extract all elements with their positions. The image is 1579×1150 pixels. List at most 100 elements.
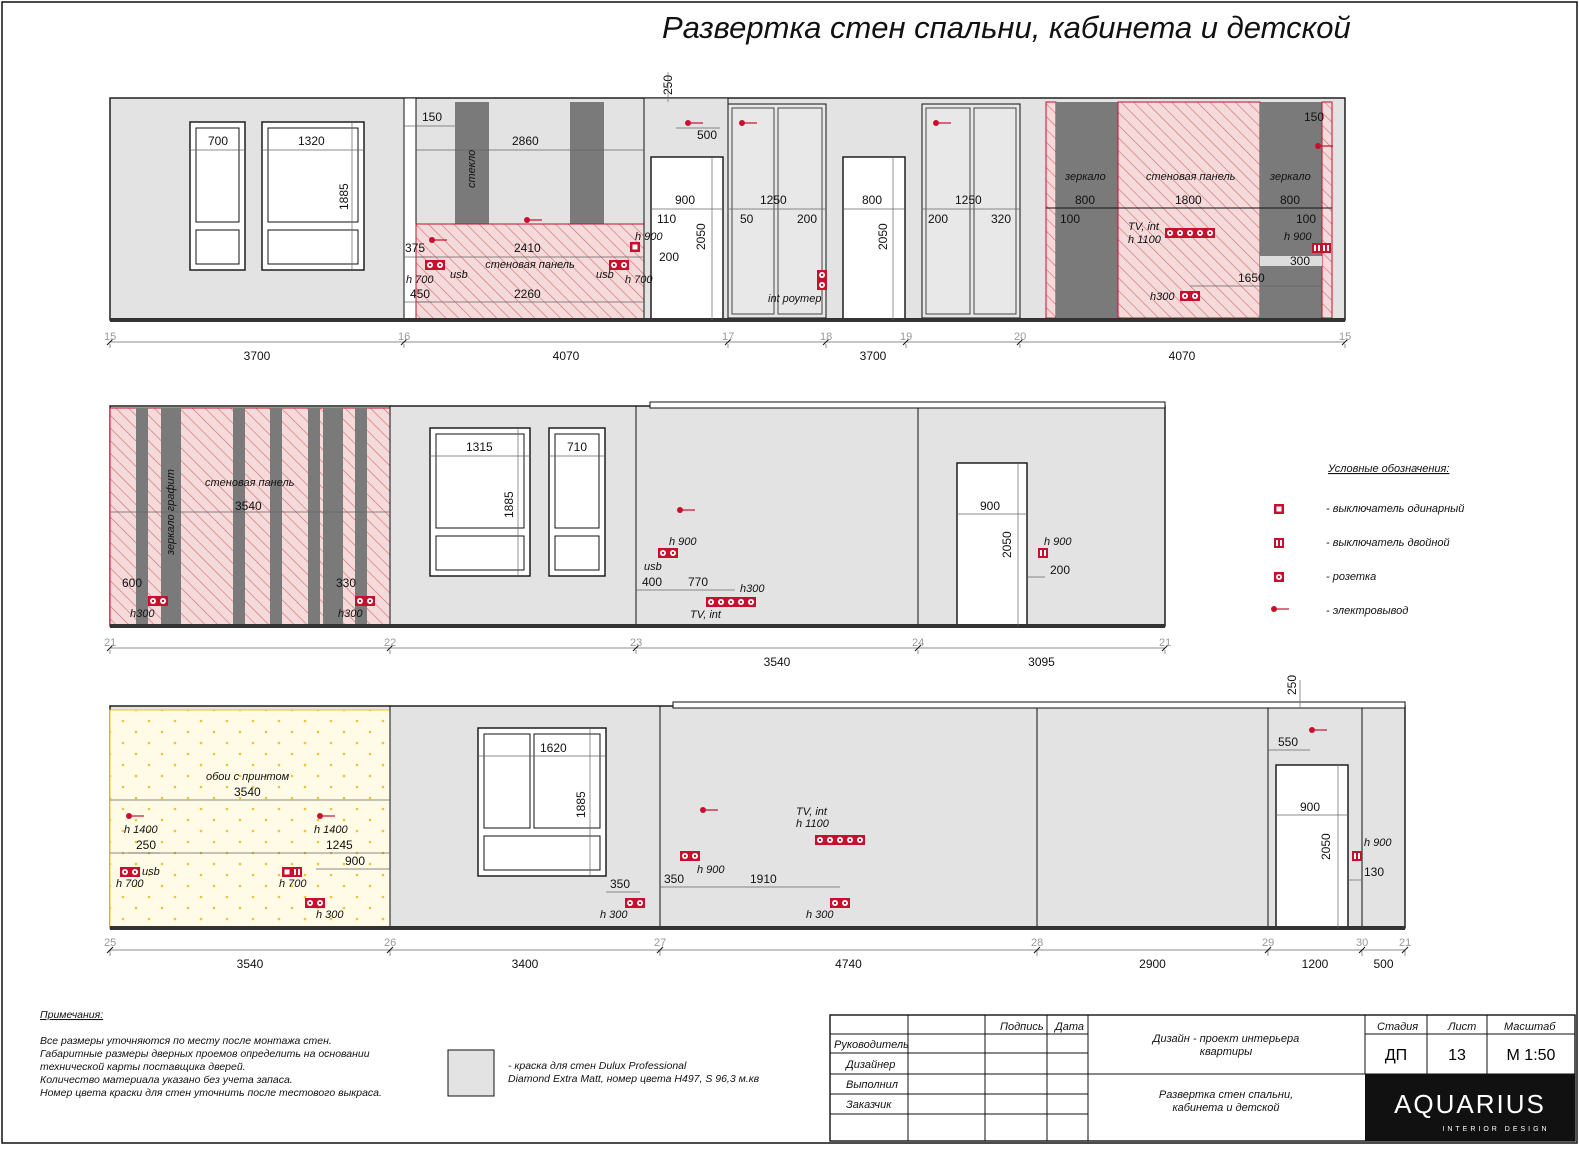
window-panel xyxy=(195,229,240,265)
usb-label: usb xyxy=(142,866,160,878)
socket-icon xyxy=(1198,231,1202,235)
dim-1250: 1250 xyxy=(760,193,787,207)
glass-label: стекло xyxy=(466,150,478,188)
window-panel xyxy=(267,229,359,265)
window-1315 xyxy=(429,427,531,577)
axis-number: 19 xyxy=(900,331,912,343)
dim-1250: 1250 xyxy=(955,193,982,207)
brand-sub: INTERIOR DESIGN xyxy=(1442,1126,1549,1133)
dim-1245: 1245 xyxy=(326,838,353,852)
axis-number: 30 xyxy=(1356,937,1368,949)
socket-icon xyxy=(318,901,322,905)
double-switch-icon xyxy=(1323,245,1325,251)
dim-800: 800 xyxy=(862,193,882,207)
wallpaper-label: обои с принтом xyxy=(206,771,290,783)
dim-2050: 2050 xyxy=(876,223,890,250)
tick-mark xyxy=(106,644,114,652)
socket-icon xyxy=(123,870,127,874)
annotations: 15 16 17 18 19 20 15 3700 4070 3700 4070 21 22 23 24 21… xyxy=(104,72,1411,971)
socket-icon xyxy=(729,600,733,604)
h300: h300 xyxy=(338,608,363,620)
dim-1315: 1315 xyxy=(466,440,493,454)
dim-800: 800 xyxy=(1075,193,1095,207)
socket-icon xyxy=(828,838,832,842)
h900: h 900 xyxy=(635,231,663,243)
graphite-stripe xyxy=(355,408,367,626)
graphite-stripe xyxy=(270,408,282,626)
dim-150: 150 xyxy=(422,110,442,124)
socket-icon xyxy=(638,901,642,905)
dim-2410: 2410 xyxy=(514,241,541,255)
legend-label: - розетка xyxy=(1326,571,1376,583)
window-710 xyxy=(548,427,606,577)
window-sash xyxy=(267,127,359,223)
col-date: Дата xyxy=(1053,1021,1084,1033)
project-name: Дизайн - проект интерьера квартиры xyxy=(1151,1033,1300,1058)
socket-icon xyxy=(838,838,842,842)
dim-250: 250 xyxy=(1285,675,1299,695)
tick-mark xyxy=(386,946,394,954)
axis-number: 17 xyxy=(722,331,734,343)
axis-number: 28 xyxy=(1031,937,1043,949)
dim-50: 50 xyxy=(740,212,754,226)
h900: h 900 xyxy=(1364,837,1392,849)
usb-label: usb xyxy=(450,269,468,281)
h 300: h 300 xyxy=(600,909,628,921)
h900: h 900 xyxy=(1284,231,1312,243)
elevation-row-2 xyxy=(109,401,1166,628)
floor-line xyxy=(110,926,1405,930)
elevation-row-3 xyxy=(109,701,1406,930)
scale-label: Масштаб xyxy=(1504,1021,1556,1033)
socket-icon xyxy=(719,600,723,604)
dim-1885: 1885 xyxy=(337,183,351,210)
double-switch-icon xyxy=(1274,538,1284,548)
socket-icon xyxy=(368,599,372,603)
legend-label: - электровывод xyxy=(1326,605,1408,617)
wardrobe-door xyxy=(731,107,775,315)
double-switch-icon xyxy=(1354,853,1356,859)
total-dimension: 3700 xyxy=(244,349,271,363)
dim-1885: 1885 xyxy=(574,791,588,818)
dim-900: 900 xyxy=(345,854,365,868)
note-line: Количество материала указано без учета з… xyxy=(40,1074,293,1086)
dim-2050: 2050 xyxy=(1319,833,1333,860)
dim-100: 100 xyxy=(1296,212,1316,226)
h 900: h 900 xyxy=(697,864,725,876)
role: Руководитель xyxy=(834,1039,909,1051)
dim-1800: 1800 xyxy=(1175,193,1202,207)
axis-number: 21 xyxy=(1399,937,1411,949)
dim-550: 550 xyxy=(1278,735,1298,749)
paint-swatch xyxy=(447,1049,495,1097)
door-800 xyxy=(842,156,906,321)
dim-320: 320 xyxy=(991,212,1011,226)
dim-1885: 1885 xyxy=(502,491,516,518)
double-switch-icon xyxy=(1314,245,1316,251)
socket-icon xyxy=(133,870,137,874)
window-1320 xyxy=(261,121,365,271)
wardrobe xyxy=(921,103,1021,319)
dim-710: 710 xyxy=(567,440,587,454)
graphite-stripe xyxy=(233,408,245,626)
socket-icon xyxy=(612,263,616,267)
socket-icon xyxy=(843,901,847,905)
legend-label: - выключатель двойной xyxy=(1326,537,1450,549)
role: Дизайнер xyxy=(844,1059,895,1071)
tick-mark xyxy=(386,644,394,652)
tick-mark xyxy=(902,338,910,346)
dim-330: 330 xyxy=(336,576,356,590)
graphite-stripe xyxy=(323,408,343,626)
dim-250: 250 xyxy=(136,838,156,852)
mirror-panel xyxy=(1260,102,1322,318)
mirror-graphite-label: зеркало графит xyxy=(165,469,177,556)
mirror-label: зеркало xyxy=(1269,171,1311,183)
title-block: Подпись Дата Руководитель Дизайнер Выпол… xyxy=(829,1014,1576,1142)
axis-number: 20 xyxy=(1014,331,1026,343)
dim-400: 400 xyxy=(642,575,662,589)
dim-200: 200 xyxy=(797,212,817,226)
electrical-outlet-icon xyxy=(1271,606,1289,612)
h300: h300 xyxy=(1150,291,1175,303)
socket-icon xyxy=(739,600,743,604)
stage-label: Стадия xyxy=(1377,1021,1418,1033)
legend: Условные обозначения: - выключатель один… xyxy=(1271,463,1464,617)
